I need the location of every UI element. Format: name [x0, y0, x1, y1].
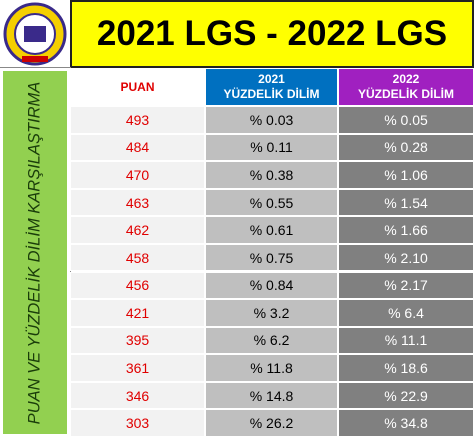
column-header: 2021 YÜZDELİK DİLİM — [205, 68, 338, 106]
table-cell: 493 — [70, 106, 205, 134]
table-cell: % 1.66 — [338, 216, 474, 244]
table-cell: 462 — [70, 216, 205, 244]
table-cell: % 0.38 — [205, 161, 338, 189]
table-cell: % 0.11 — [205, 133, 338, 162]
table-cell: % 0.61 — [205, 216, 338, 244]
table-cell: 395 — [70, 326, 205, 355]
title-banner: 2021 LGS - 2022 LGS — [70, 0, 474, 68]
table-cell: % 22.9 — [338, 381, 474, 410]
table-cell: 470 — [70, 161, 205, 189]
column-header: PUAN — [70, 68, 205, 106]
title: 2021 LGS - 2022 LGS — [96, 14, 448, 53]
table-cell: 463 — [70, 188, 205, 217]
table-cell: % 0.03 — [205, 106, 338, 134]
table-cell: % 14.8 — [205, 381, 338, 410]
table-cell: % 34.8 — [338, 409, 474, 437]
table-cell: % 0.05 — [338, 106, 474, 134]
logo-emblem — [3, 2, 67, 66]
table-cell: 303 — [70, 409, 205, 437]
header-title: PUAN — [120, 79, 155, 94]
table-cell: 484 — [70, 133, 205, 162]
logo — [0, 0, 70, 68]
table-cell: % 0.75 — [205, 243, 338, 272]
table-cell: 361 — [70, 354, 205, 382]
header-year: 2022 — [392, 72, 420, 86]
table: PUAN 2021 YÜZDELİK DİLİM 2022 YÜZDELİK DİLİM… — [70, 68, 474, 437]
table-cell: % 11.8 — [205, 354, 338, 382]
side-label: PUAN VE YÜZDELİK DİLİM KARŞILAŞTIRMA — [25, 81, 44, 424]
table-cell: % 2.10 — [338, 243, 474, 272]
table-cell: % 18.6 — [338, 354, 474, 382]
header-title: YÜZDELİK DİLİM — [223, 87, 320, 101]
table-cell: % 26.2 — [205, 409, 338, 437]
header-year: 2021 — [258, 72, 285, 86]
table-cell: 421 — [70, 299, 205, 327]
table-cell: % 0.84 — [205, 271, 338, 300]
column-header: 2022 YÜZDELİK DİLİM — [338, 68, 474, 106]
table-cell: % 6.4 — [338, 299, 474, 327]
table-cell: % 11.1 — [338, 326, 474, 355]
side-strip: PUAN VE YÜZDELİK DİLİM KARŞILAŞTIRMA — [0, 67, 71, 437]
table-cell: 456 — [70, 271, 205, 300]
table-cell: % 0.28 — [338, 133, 474, 162]
header-title: YÜZDELİK DİLİM — [358, 87, 454, 101]
table-cell: % 6.2 — [205, 326, 338, 355]
table-cell: % 2.17 — [338, 271, 474, 300]
table-cell: % 0.55 — [205, 188, 338, 217]
table-cell: % 3.2 — [205, 299, 338, 327]
table-cell: % 1.06 — [338, 161, 474, 189]
table-cell: 458 — [70, 243, 205, 272]
table-cell: 346 — [70, 381, 205, 410]
table-cell: % 1.54 — [338, 188, 474, 217]
